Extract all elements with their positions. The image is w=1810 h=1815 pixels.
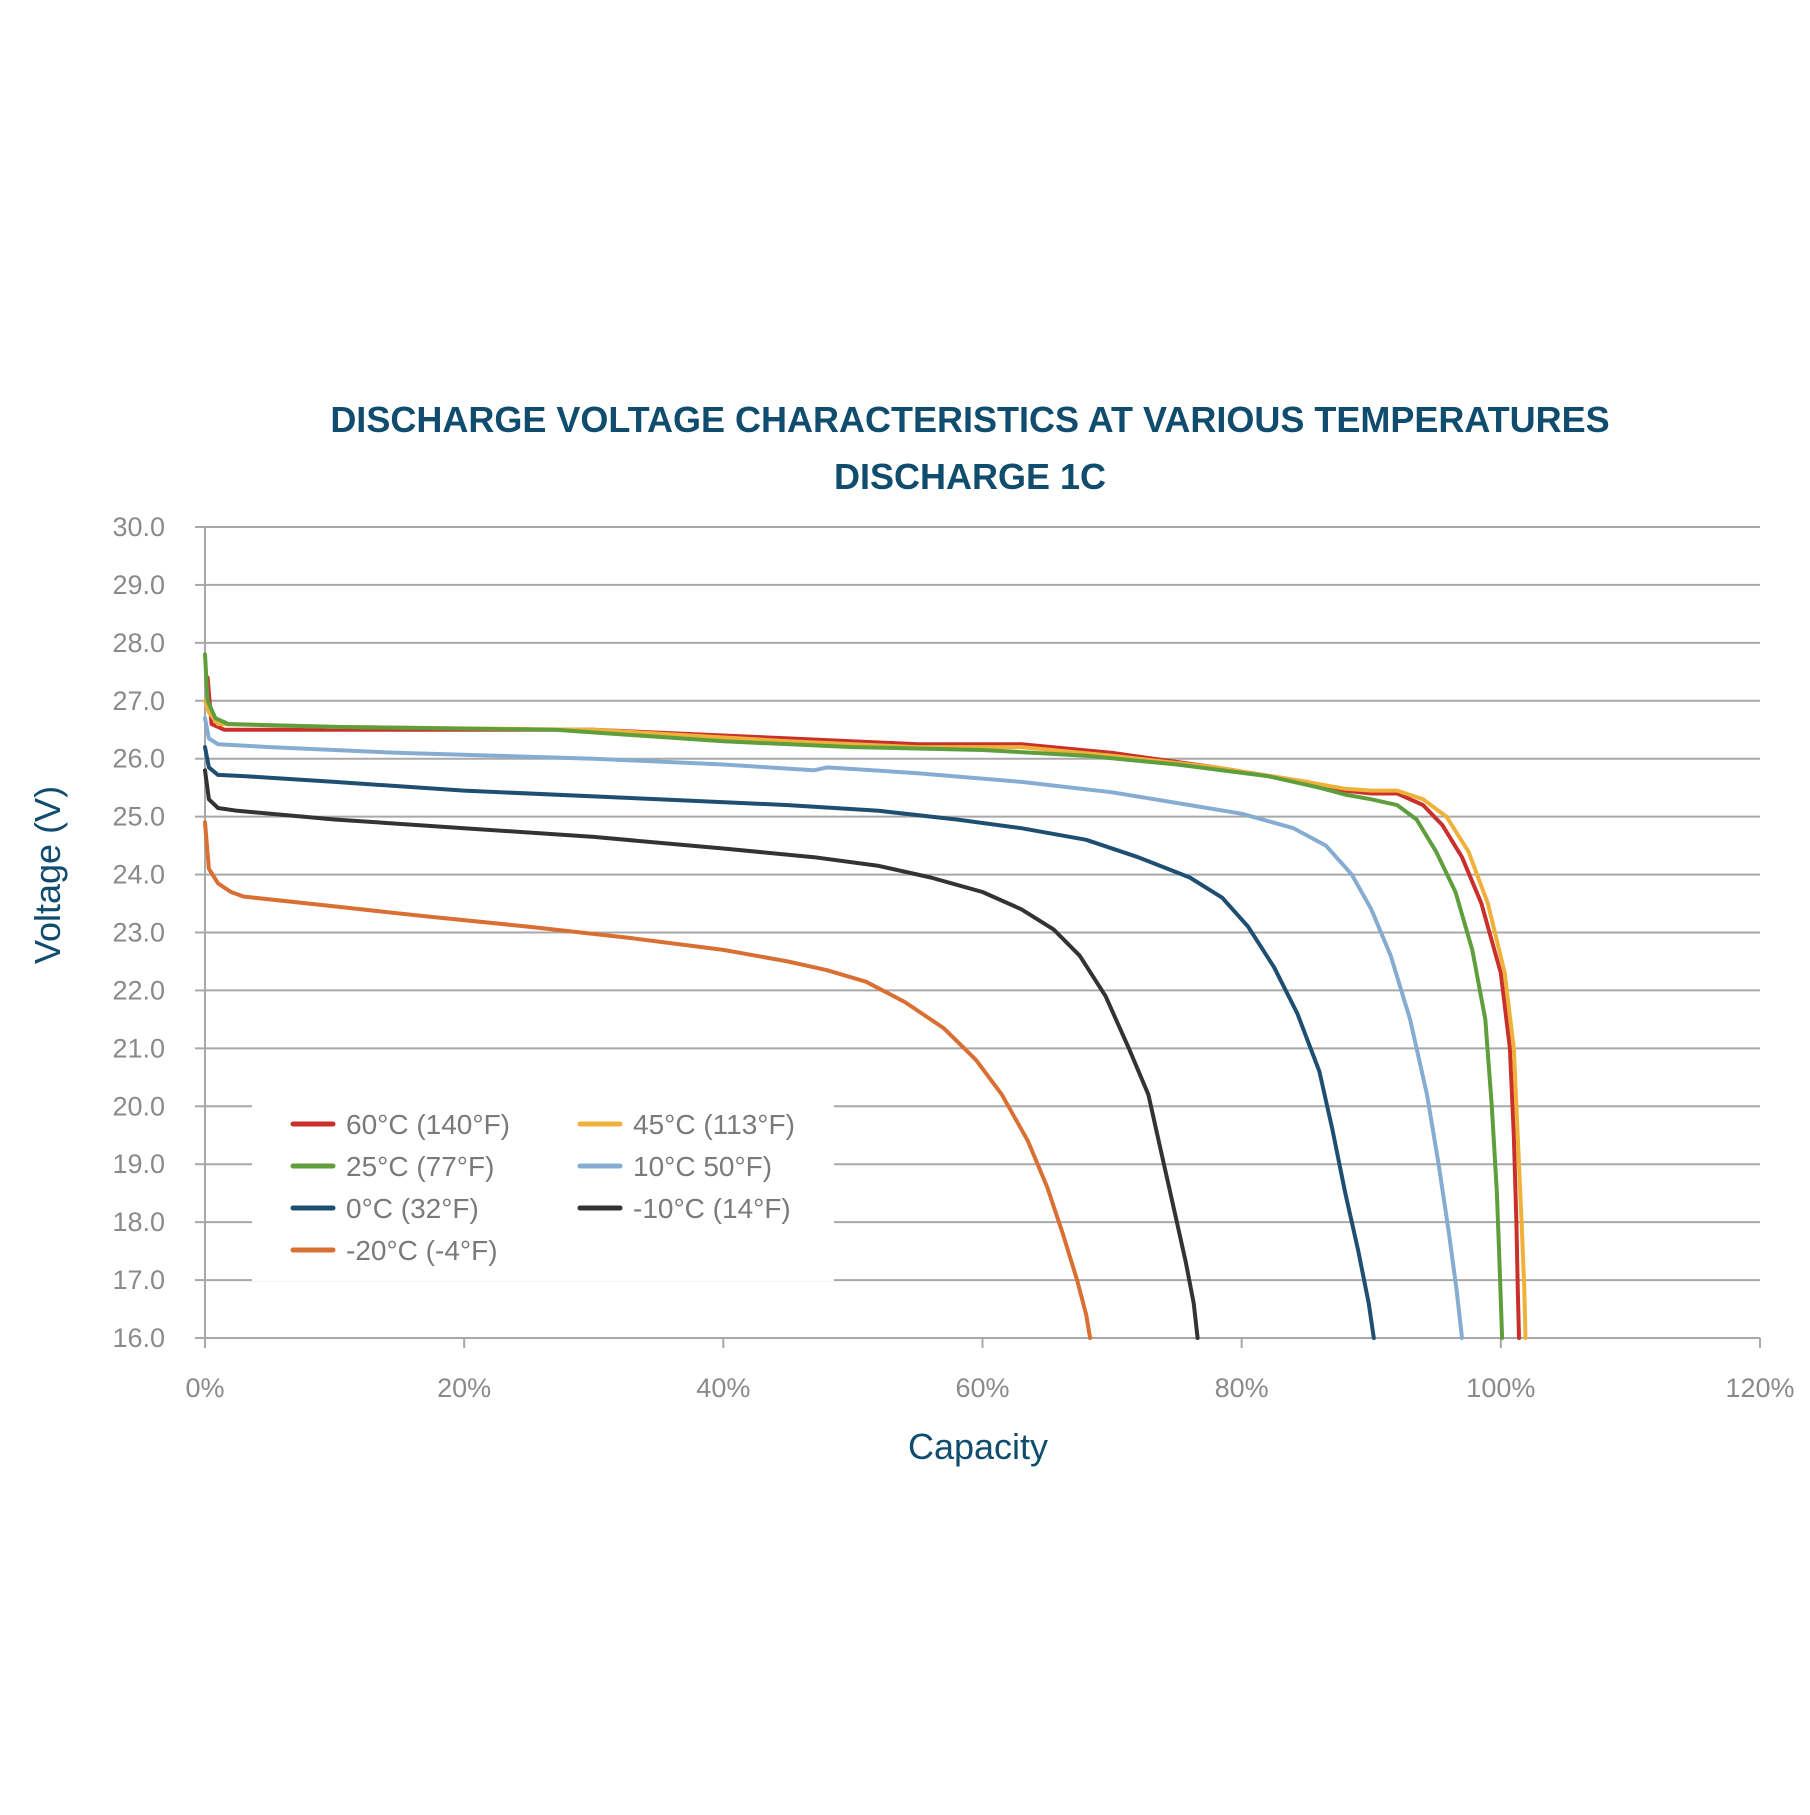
x-tick-label: 120% [1725,1373,1794,1403]
legend-label: -10°C (14°F) [633,1193,791,1224]
y-tick-label: 24.0 [112,860,165,890]
chart-subtitle: DISCHARGE 1C [834,456,1106,497]
y-tick-label: 21.0 [112,1033,165,1063]
series-line-3 [203,716,1464,1340]
y-tick-label: 29.0 [112,570,165,600]
y-tick-label: 27.0 [112,686,165,716]
x-tick-label: 60% [955,1373,1009,1403]
series-lines [203,652,1528,1340]
x-tick-label: 40% [696,1373,750,1403]
series-line-4 [203,745,1376,1340]
legend-background [252,1085,834,1281]
series-line-2 [203,652,1505,1340]
y-tick-label: 17.0 [112,1265,165,1295]
legend: 60°C (140°F) 25°C (77°F) 0°C (32°F) -20°C (… [290,1109,795,1266]
y-tick-label: 28.0 [112,628,165,658]
legend-label: 45°C (113°F) [633,1109,795,1140]
y-tick-label: 22.0 [112,975,165,1005]
series-line-6 [203,820,1093,1340]
y-tick-label: 23.0 [112,918,165,948]
gridlines [205,526,1760,1282]
legend-label: 10°C 50°F) [633,1151,772,1182]
y-tick-label: 18.0 [112,1207,165,1237]
x-axis-title: Capacity [908,1426,1048,1467]
y-tick-label: 20.0 [112,1091,165,1121]
x-tick-label: 0% [185,1373,224,1403]
legend-label: 25°C (77°F) [346,1151,494,1182]
y-tick-label: 16.0 [112,1323,165,1353]
legend-label: 60°C (140°F) [346,1109,510,1140]
x-tick-label: 100% [1466,1373,1535,1403]
x-tick-label: 80% [1215,1373,1269,1403]
x-tick-label: 20% [437,1373,491,1403]
tick-labels: 16.0 17.0 18.0 19.0 20.0 21.0 22.0 23.0 24.0 25.0… [112,512,1794,1403]
y-tick-label: 30.0 [112,512,165,542]
legend-label: -20°C (-4°F) [346,1235,498,1266]
legend-label: 0°C (32°F) [346,1193,479,1224]
y-tick-label: 26.0 [112,744,165,774]
y-tick-label: 25.0 [112,802,165,832]
y-tick-label: 19.0 [112,1149,165,1179]
series-line-5 [203,768,1200,1340]
y-axis-title: Voltage (V) [27,786,68,964]
chart-title: DISCHARGE VOLTAGE CHARACTERISTICS AT VAR… [330,399,1609,440]
